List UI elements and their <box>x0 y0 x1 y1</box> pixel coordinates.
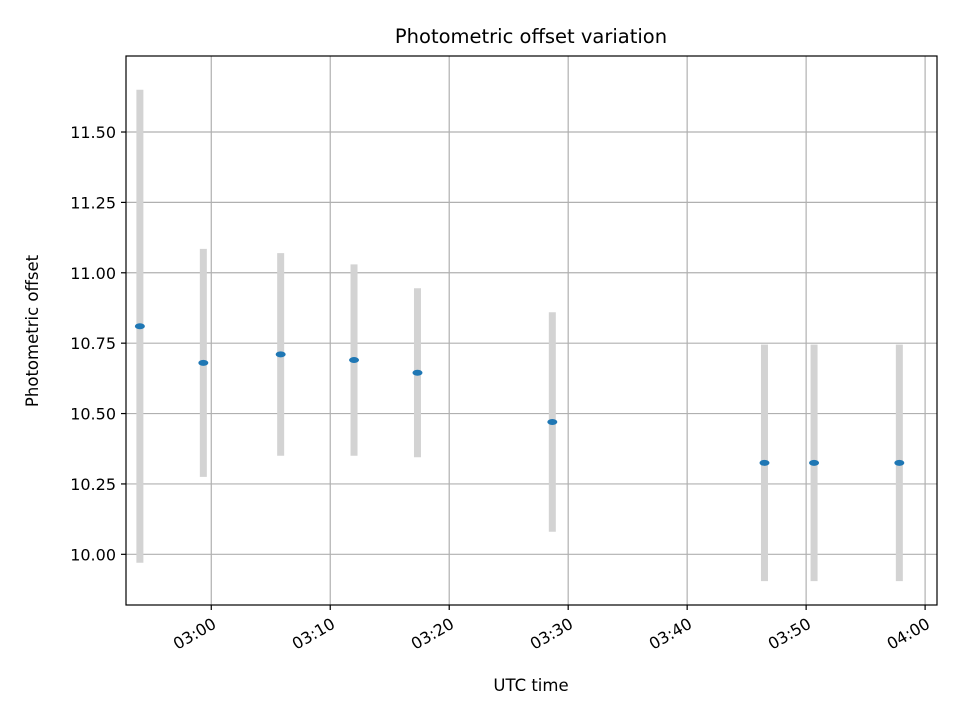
y-axis-ticks: 10.00 10.25 10.50 10.75 11.00 11.25 11.50 <box>70 123 126 564</box>
chart-title: Photometric offset variation <box>395 25 667 48</box>
axes-frame <box>125 55 938 606</box>
data-point <box>349 357 360 364</box>
data-points <box>134 323 905 466</box>
y-tick-label: 11.00 <box>70 264 116 283</box>
data-point <box>412 369 423 376</box>
y-tick-label: 11.50 <box>70 123 116 142</box>
data-point <box>759 459 770 466</box>
x-axis-title: UTC time <box>493 676 568 695</box>
y-tick-label: 10.75 <box>70 334 116 353</box>
data-point <box>547 419 558 425</box>
y-tick-label: 10.50 <box>70 405 116 424</box>
data-point <box>198 359 209 366</box>
data-point <box>134 323 145 330</box>
y-tick-label: 10.25 <box>70 475 116 494</box>
data-point <box>894 459 905 466</box>
y-tick-label: 10.00 <box>70 545 116 564</box>
y-tick-label: 11.25 <box>70 193 116 212</box>
data-point <box>809 459 820 466</box>
data-point <box>275 351 286 358</box>
grid-lines <box>126 56 937 605</box>
y-axis-title: Photometric offset <box>23 254 42 407</box>
